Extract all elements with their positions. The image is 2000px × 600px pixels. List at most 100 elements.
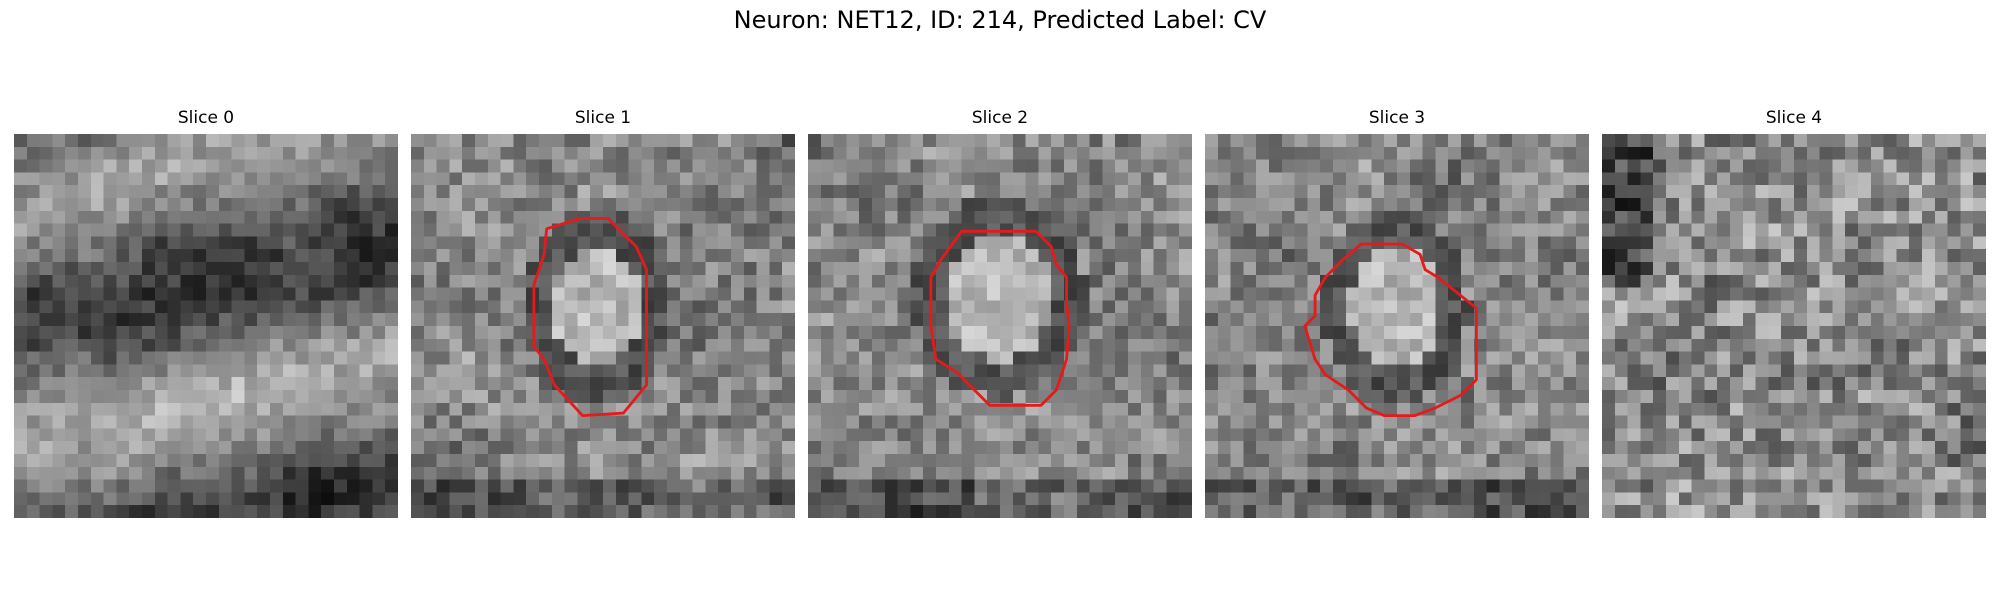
pixel [1614,326,1628,340]
pixel [167,364,181,378]
pixel [1000,134,1014,148]
pixel [321,313,335,327]
pixel [1371,326,1385,340]
pixel [487,377,501,391]
pixel [308,428,322,442]
pixel [1166,262,1180,276]
pixel [1614,313,1628,327]
pixel [1691,466,1705,480]
pixel [1320,249,1334,263]
pixel [1768,274,1782,288]
pixel [1576,249,1589,263]
pixel [1064,415,1078,429]
pixel [1768,338,1782,352]
pixel [1435,300,1449,314]
pixel [859,300,873,314]
pixel [654,185,668,199]
pixel [1858,146,1872,160]
pixel [731,313,745,327]
pixel [1089,274,1103,288]
pixel [884,505,898,518]
pixel [1947,236,1961,250]
pixel [1691,287,1705,301]
pixel [65,134,79,148]
pixel [539,134,553,148]
pixel [1909,172,1923,186]
pixel [551,454,565,468]
pixel [526,172,540,186]
pixel [334,262,348,276]
pixel [1012,313,1026,327]
pixel [1973,210,1986,224]
pixel [705,172,719,186]
pixel [1000,326,1014,340]
pixel [462,274,476,288]
pixel [1025,262,1039,276]
pixel [1717,287,1731,301]
pixel [1870,134,1884,148]
pixel [1794,274,1808,288]
pixel [1627,146,1641,160]
pixel [1602,223,1616,237]
pixel [1000,236,1014,250]
pixel [1230,300,1244,314]
pixel [1422,454,1436,468]
pixel [526,415,540,429]
pixel [1781,262,1795,276]
pixel [142,415,156,429]
pixel [1140,313,1154,327]
pixel [475,223,489,237]
pixel [1717,236,1731,250]
pixel [1256,505,1270,518]
pixel [1333,338,1347,352]
pixel [1435,351,1449,365]
pixel [769,172,783,186]
pixel [1230,351,1244,365]
pixel [1576,479,1589,493]
pixel [1870,172,1884,186]
pixel [1832,262,1846,276]
pixel [846,351,860,365]
pixel [1307,223,1321,237]
pixel [987,134,1001,148]
pixel [551,146,565,160]
pixel [577,313,591,327]
pixel [359,454,373,468]
pixel [718,428,732,442]
pixel [1333,441,1347,455]
pixel [1205,210,1219,224]
pixel [308,326,322,340]
pixel [52,198,66,212]
pixel [475,441,489,455]
pixel [334,198,348,212]
pixel [1038,338,1052,352]
pixel [961,134,975,148]
pixel [270,198,284,212]
pixel [1883,492,1897,506]
pixel [487,364,501,378]
pixel [859,479,873,493]
pixel [1486,146,1500,160]
pixel [1691,415,1705,429]
pixel [1896,210,1910,224]
pixel [1922,313,1936,327]
pixel [270,428,284,442]
pixel [1717,428,1731,442]
pixel [833,466,847,480]
pixel [1960,185,1974,199]
pixel [1883,505,1897,518]
pixel [526,402,540,416]
pixel [167,402,181,416]
pixel [1205,185,1219,199]
pixel [1678,326,1692,340]
pixel [1602,428,1616,442]
pixel [411,466,425,480]
pixel [1934,159,1948,173]
pixel [564,492,578,506]
pixel [1384,428,1398,442]
slice-3-contour [1303,242,1478,418]
pixel [718,415,732,429]
pixel [1448,441,1462,455]
pixel [372,300,386,314]
pixel [346,146,360,160]
